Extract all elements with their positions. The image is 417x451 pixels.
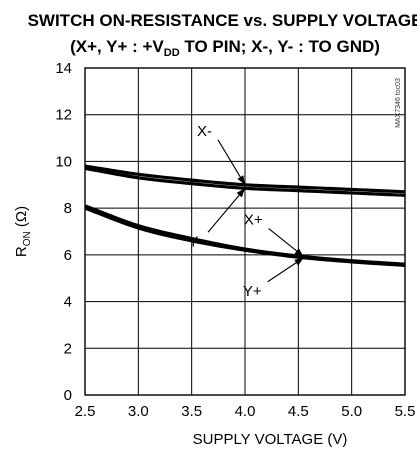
y-label-main: R	[13, 246, 30, 257]
y-tick-label: 8	[64, 200, 72, 217]
series-annotation-Y+: Y+	[243, 283, 262, 300]
y-label-sub: ON	[22, 231, 33, 246]
plot-frame	[84, 67, 406, 396]
arrowhead-Y+	[294, 257, 304, 266]
y-axis-label: RON (Ω)	[13, 206, 33, 257]
annotations: X- Y- X+ Y+	[188, 123, 305, 300]
series-line-Y+	[84, 206, 406, 267]
x-axis-label: SUPPLY VOLTAGE (V)	[193, 431, 348, 448]
y-tick-label: 4	[64, 294, 72, 311]
arrowhead-X-	[237, 175, 245, 185]
y-tick-label: 0	[64, 387, 72, 404]
arrowhead-Y-	[236, 188, 245, 198]
chart-subtitle: (X+, Y+ : +VDD TO PIN; X-, Y- : TO GND)	[70, 37, 380, 59]
x-tick-label: 5.5	[395, 403, 416, 420]
series-annotation-X+: X+	[244, 212, 263, 229]
series-line-X-	[84, 164, 406, 194]
chart-title: SWITCH ON-RESISTANCE vs. SUPPLY VOLTAGE	[28, 11, 417, 30]
series-annotation-X-: X-	[197, 123, 212, 140]
x-tick-label: 2.5	[75, 403, 96, 420]
x-tick-label: 4.5	[288, 403, 309, 420]
subtitle-part-3: TO PIN; X-, Y- : TO GND)	[180, 37, 380, 56]
y-tick-label: 10	[55, 153, 72, 170]
arrowhead-X+	[294, 248, 304, 257]
y-tick-label: 2	[64, 340, 72, 357]
x-tick-label: 4.0	[235, 403, 256, 420]
y-tick-label: 6	[64, 247, 72, 264]
x-tick-label: 3.0	[128, 403, 149, 420]
figure-code: MAX7346 toc03	[395, 78, 402, 128]
tick-labels: 2.5 3.0 3.5 4.0 4.5 5.0 5.5 0 2 4 6 8 10 12 14	[55, 60, 415, 420]
y-label-unit: (Ω)	[13, 206, 30, 231]
leader-line-Y-	[207, 187, 246, 233]
grid	[85, 68, 405, 395]
series-annotation-Y-: Y-	[188, 233, 202, 250]
y-tick-label: 12	[55, 107, 72, 124]
x-tick-label: 5.0	[341, 403, 362, 420]
subtitle-part-1: (X+, Y+ : +V	[70, 37, 164, 56]
x-tick-label: 3.5	[181, 403, 202, 420]
subtitle-subscript: DD	[164, 47, 180, 59]
y-tick-label: 14	[55, 60, 72, 77]
